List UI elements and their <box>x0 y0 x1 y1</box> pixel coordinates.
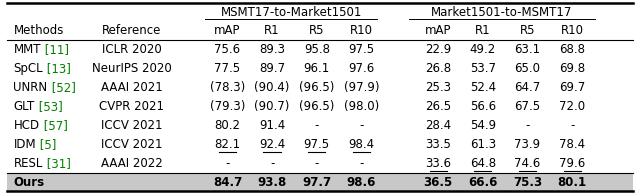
Text: 53.7: 53.7 <box>470 62 496 75</box>
Text: (90.7): (90.7) <box>255 100 290 113</box>
Text: -: - <box>359 119 364 132</box>
Text: (79.3): (79.3) <box>210 100 245 113</box>
Text: 61.3: 61.3 <box>470 138 496 151</box>
Text: R5: R5 <box>309 24 324 37</box>
Text: GLT: GLT <box>13 100 35 113</box>
Text: 95.8: 95.8 <box>304 43 330 56</box>
Text: (96.5): (96.5) <box>299 100 335 113</box>
Text: 72.0: 72.0 <box>559 100 586 113</box>
Text: 75.3: 75.3 <box>513 176 542 189</box>
Text: AAAI 2022: AAAI 2022 <box>100 157 163 170</box>
Text: 97.5: 97.5 <box>304 138 330 151</box>
Text: (78.3): (78.3) <box>210 81 245 94</box>
Text: 80.2: 80.2 <box>214 119 241 132</box>
Text: mAP: mAP <box>214 24 241 37</box>
Text: (90.4): (90.4) <box>255 81 290 94</box>
Text: -: - <box>525 119 530 132</box>
Text: UNRN: UNRN <box>13 81 47 94</box>
Text: 56.6: 56.6 <box>470 100 496 113</box>
Text: 26.5: 26.5 <box>425 100 451 113</box>
Text: -: - <box>359 157 364 170</box>
Text: [13]: [13] <box>43 62 71 75</box>
Text: 82.1: 82.1 <box>214 138 241 151</box>
Text: 64.7: 64.7 <box>515 81 541 94</box>
Text: Market1501-to-MSMT17: Market1501-to-MSMT17 <box>431 5 573 19</box>
Text: 52.4: 52.4 <box>470 81 496 94</box>
Text: -: - <box>270 157 275 170</box>
Text: RESL: RESL <box>13 157 43 170</box>
Text: 66.6: 66.6 <box>468 176 497 189</box>
Text: 89.3: 89.3 <box>259 43 285 56</box>
Text: SpCL: SpCL <box>13 62 43 75</box>
Text: 36.5: 36.5 <box>424 176 452 189</box>
Text: MMT: MMT <box>13 43 41 56</box>
Text: 64.8: 64.8 <box>470 157 496 170</box>
Text: 91.4: 91.4 <box>259 119 285 132</box>
Text: Reference: Reference <box>102 24 161 37</box>
Text: 74.6: 74.6 <box>515 157 541 170</box>
Text: R1: R1 <box>264 24 280 37</box>
Text: -: - <box>315 157 319 170</box>
Text: [31]: [31] <box>43 157 70 170</box>
Text: 77.5: 77.5 <box>214 62 241 75</box>
Text: (97.9): (97.9) <box>344 81 380 94</box>
Text: 98.4: 98.4 <box>348 138 374 151</box>
Text: Methods: Methods <box>13 24 64 37</box>
Text: 78.4: 78.4 <box>559 138 586 151</box>
Text: CVPR 2021: CVPR 2021 <box>99 100 164 113</box>
Text: -: - <box>225 157 230 170</box>
Text: 68.8: 68.8 <box>559 43 585 56</box>
Text: 28.4: 28.4 <box>425 119 451 132</box>
Text: 63.1: 63.1 <box>515 43 541 56</box>
Text: R10: R10 <box>350 24 373 37</box>
Text: 33.6: 33.6 <box>425 157 451 170</box>
Text: MSMT17-to-Market1501: MSMT17-to-Market1501 <box>221 5 362 19</box>
Text: 89.7: 89.7 <box>259 62 285 75</box>
Text: ICCV 2021: ICCV 2021 <box>101 138 163 151</box>
Text: 84.7: 84.7 <box>212 176 242 189</box>
Text: 67.5: 67.5 <box>515 100 541 113</box>
Text: 26.8: 26.8 <box>425 62 451 75</box>
Text: 22.9: 22.9 <box>425 43 451 56</box>
Text: 93.8: 93.8 <box>257 176 287 189</box>
Text: 25.3: 25.3 <box>425 81 451 94</box>
Text: 97.7: 97.7 <box>302 176 332 189</box>
Text: AAAI 2021: AAAI 2021 <box>100 81 163 94</box>
Text: 92.4: 92.4 <box>259 138 285 151</box>
Text: 79.6: 79.6 <box>559 157 586 170</box>
Text: 98.6: 98.6 <box>347 176 376 189</box>
Text: 80.1: 80.1 <box>557 176 587 189</box>
Text: 49.2: 49.2 <box>470 43 496 56</box>
Text: 65.0: 65.0 <box>515 62 541 75</box>
Text: -: - <box>315 119 319 132</box>
Text: (98.0): (98.0) <box>344 100 379 113</box>
Text: 73.9: 73.9 <box>515 138 541 151</box>
Bar <box>7 173 633 191</box>
Text: 97.5: 97.5 <box>348 43 374 56</box>
Text: 33.5: 33.5 <box>425 138 451 151</box>
Text: [11]: [11] <box>41 43 69 56</box>
Text: -: - <box>570 119 575 132</box>
Text: [5]: [5] <box>36 138 56 151</box>
Text: [53]: [53] <box>35 100 63 113</box>
Text: 69.7: 69.7 <box>559 81 586 94</box>
Text: ICLR 2020: ICLR 2020 <box>102 43 161 56</box>
Text: mAP: mAP <box>425 24 451 37</box>
Text: ICCV 2021: ICCV 2021 <box>101 119 163 132</box>
Text: HCD: HCD <box>13 119 40 132</box>
Text: NeurIPS 2020: NeurIPS 2020 <box>92 62 172 75</box>
Text: 54.9: 54.9 <box>470 119 496 132</box>
Text: 69.8: 69.8 <box>559 62 586 75</box>
Text: IDM: IDM <box>13 138 36 151</box>
Text: R5: R5 <box>520 24 535 37</box>
Text: 75.6: 75.6 <box>214 43 241 56</box>
Text: 97.6: 97.6 <box>348 62 374 75</box>
Text: R1: R1 <box>475 24 491 37</box>
Text: R10: R10 <box>561 24 584 37</box>
Text: [52]: [52] <box>47 81 76 94</box>
Text: Ours: Ours <box>13 176 45 189</box>
Text: (96.5): (96.5) <box>299 81 335 94</box>
Text: 96.1: 96.1 <box>304 62 330 75</box>
Text: [57]: [57] <box>40 119 67 132</box>
